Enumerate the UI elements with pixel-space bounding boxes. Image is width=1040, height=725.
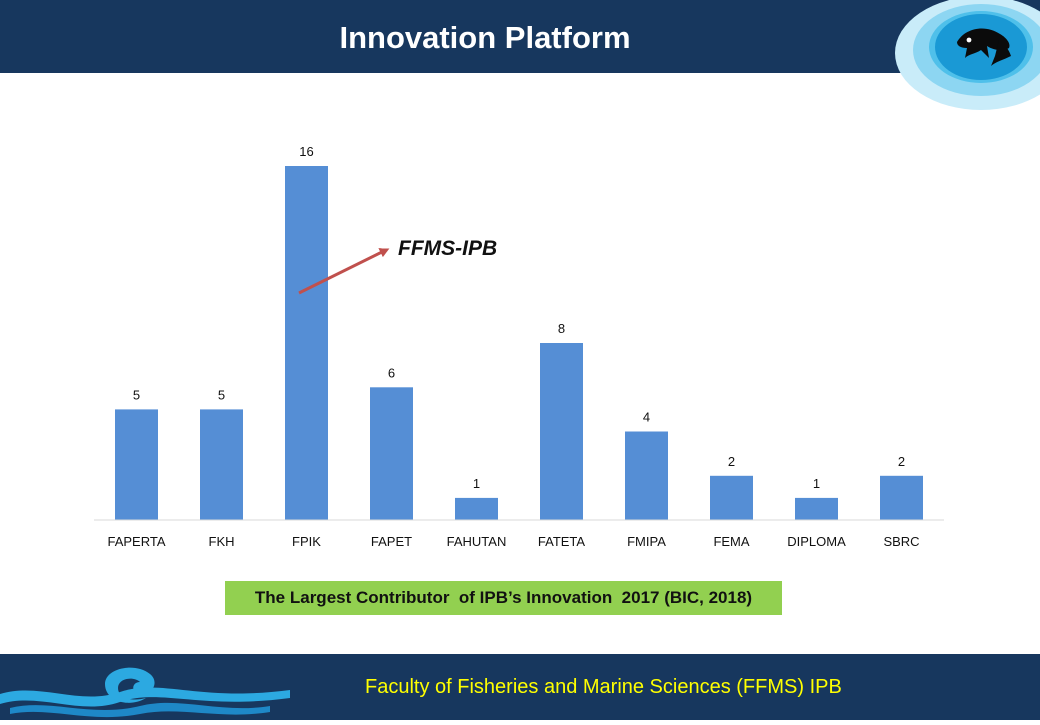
x-tick-label-fkh: FKH (209, 534, 235, 549)
bar-faperta (115, 409, 158, 520)
fish-logo-icon (895, 0, 1040, 112)
data-label-sbrc: 2 (898, 454, 905, 469)
bar-fapet (370, 387, 413, 521)
x-tick-label-fapet: FAPET (371, 534, 412, 549)
data-label-fapet: 6 (388, 365, 395, 380)
bar-sbrc (880, 475, 923, 521)
bar-fpik (285, 166, 328, 520)
annotation-arrow (298, 248, 390, 295)
x-tick-label-diploma: DIPLOMA (787, 534, 846, 549)
bar-fmipa (625, 431, 668, 520)
bar-fema (710, 475, 753, 521)
data-label-fateta: 8 (558, 321, 565, 336)
x-tick-label-fema: FEMA (713, 534, 749, 549)
x-tick-label-fahutan: FAHUTAN (447, 534, 507, 549)
data-label-fpik: 16 (299, 144, 313, 159)
chart-caption: The Largest Contributor of IPB’s Innovat… (225, 581, 782, 615)
page-title: Innovation Platform (339, 20, 631, 55)
x-tick-label-fmipa: FMIPA (627, 534, 666, 549)
data-label-fmipa: 4 (643, 410, 650, 425)
bar-fateta (540, 343, 583, 520)
footer-bar: Faculty of Fisheries and Marine Sciences… (0, 654, 1040, 720)
annotation-label: FFMS-IPB (398, 237, 498, 260)
x-tick-label-fpik: FPIK (292, 534, 321, 549)
bar-fahutan (455, 497, 498, 520)
data-label-fahutan: 1 (473, 476, 480, 491)
wave-logo-icon (0, 654, 300, 720)
bar-fkh (200, 409, 243, 520)
header-bar: Innovation Platform (0, 0, 1040, 73)
x-tick-label-sbrc: SBRC (883, 534, 919, 549)
data-label-fema: 2 (728, 454, 735, 469)
data-label-faperta: 5 (133, 387, 140, 402)
footer-text: Faculty of Fisheries and Marine Sciences… (365, 676, 842, 698)
data-label-fkh: 5 (218, 387, 225, 402)
bar-diploma (795, 497, 838, 520)
data-label-diploma: 1 (813, 476, 820, 491)
x-tick-label-faperta: FAPERTA (107, 534, 165, 549)
x-tick-label-fateta: FATETA (538, 534, 586, 549)
